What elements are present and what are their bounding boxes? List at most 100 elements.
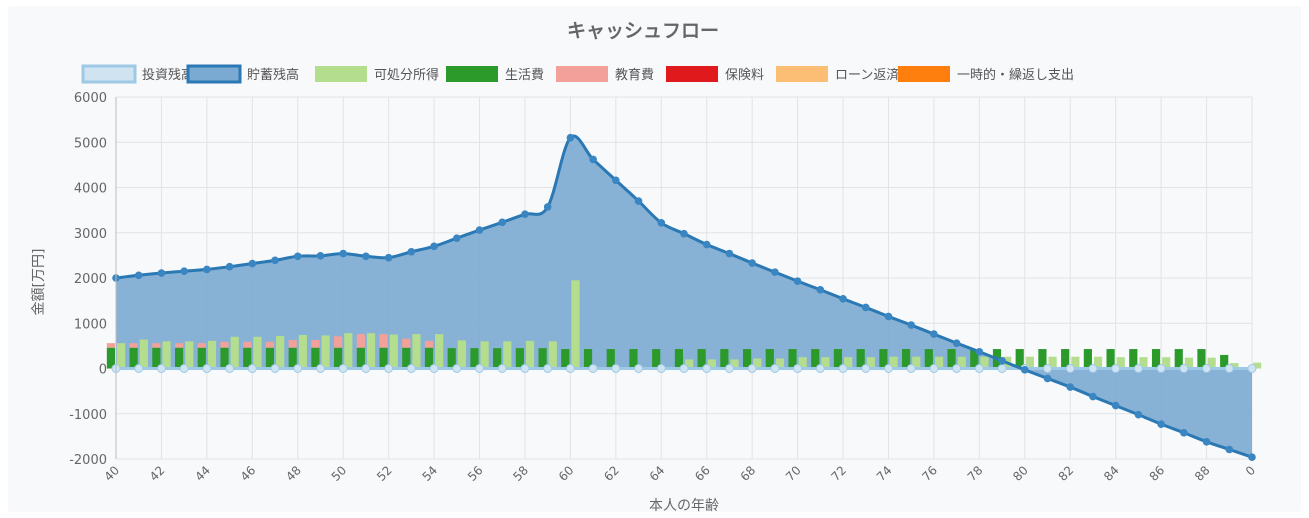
bar-income[interactable] [207, 340, 217, 369]
bar-expense[interactable] [379, 334, 388, 348]
bar-income[interactable] [321, 335, 330, 369]
investment-point[interactable] [293, 364, 303, 373]
bar-income[interactable] [503, 341, 512, 369]
bar-expense[interactable] [402, 347, 411, 369]
savings-point[interactable] [1111, 401, 1120, 410]
investment-point[interactable] [406, 364, 416, 373]
savings-point[interactable] [861, 303, 870, 312]
bar-income[interactable] [685, 359, 694, 369]
investment-point[interactable] [724, 364, 734, 373]
bar-expense[interactable] [947, 349, 956, 369]
bar-expense[interactable] [493, 348, 502, 369]
bar-expense[interactable] [220, 341, 229, 348]
bar-income[interactable] [730, 359, 739, 369]
investment-point[interactable] [611, 364, 621, 373]
bar-expense[interactable] [1061, 349, 1070, 369]
bar-expense[interactable] [447, 348, 456, 369]
bar-income[interactable] [1253, 362, 1262, 369]
investment-point[interactable] [338, 364, 348, 373]
savings-point[interactable] [157, 269, 166, 277]
bar-expense[interactable] [970, 349, 979, 369]
bar-expense[interactable] [742, 349, 752, 369]
investment-point[interactable] [929, 364, 939, 373]
bar-expense[interactable] [356, 334, 365, 348]
savings-point[interactable] [1202, 438, 1211, 446]
bar-expense[interactable] [1083, 349, 1092, 369]
bar-expense[interactable] [197, 347, 206, 369]
bar-income[interactable] [980, 356, 989, 369]
savings-point[interactable] [453, 234, 461, 242]
investment-point[interactable] [634, 364, 644, 373]
savings-point[interactable] [248, 259, 257, 268]
bar-expense[interactable] [424, 347, 434, 369]
savings-point[interactable] [225, 262, 234, 271]
savings-point[interactable] [316, 252, 325, 260]
bar-expense[interactable] [334, 336, 343, 348]
bar-expense[interactable] [288, 339, 297, 348]
bar-income[interactable] [1025, 356, 1034, 369]
savings-point[interactable] [657, 218, 666, 227]
bar-expense[interactable] [424, 340, 434, 348]
savings-point[interactable] [1021, 366, 1029, 374]
bar-income[interactable] [1184, 357, 1194, 369]
investment-point[interactable] [679, 364, 689, 373]
investment-point[interactable] [702, 364, 712, 373]
bar-expense[interactable] [311, 347, 320, 369]
savings-point[interactable] [1157, 420, 1165, 428]
bar-expense[interactable] [629, 349, 638, 369]
investment-point[interactable] [475, 364, 485, 373]
bar-expense[interactable] [129, 347, 138, 369]
bar-income[interactable] [253, 336, 262, 369]
savings-point[interactable] [1180, 428, 1188, 437]
bar-expense[interactable] [334, 347, 343, 369]
savings-point[interactable] [702, 240, 711, 249]
bar-income[interactable] [1093, 356, 1103, 369]
savings-point[interactable] [1066, 383, 1075, 391]
bar-expense[interactable] [674, 349, 683, 369]
bar-expense[interactable] [652, 349, 661, 369]
bar-expense[interactable] [1129, 349, 1138, 369]
bar-expense[interactable] [515, 348, 524, 369]
investment-point[interactable] [793, 364, 803, 373]
investment-point[interactable] [543, 364, 553, 373]
investment-point[interactable] [1224, 364, 1234, 373]
bar-income[interactable] [1162, 357, 1171, 369]
investment-point[interactable] [656, 364, 666, 373]
savings-point[interactable] [839, 295, 847, 303]
bar-income[interactable] [1207, 357, 1216, 369]
investment-point[interactable] [225, 364, 235, 373]
investment-point[interactable] [815, 364, 825, 373]
bar-income[interactable] [798, 357, 807, 369]
savings-point[interactable] [884, 312, 893, 321]
bar-expense[interactable] [311, 339, 320, 348]
investment-point[interactable] [247, 364, 257, 373]
bar-income[interactable] [366, 333, 376, 369]
savings-point[interactable] [816, 285, 825, 294]
savings-point[interactable] [975, 347, 984, 356]
bar-income[interactable] [298, 335, 307, 369]
bar-income[interactable] [1230, 363, 1239, 369]
legend-item[interactable]: 可処分所得 [315, 66, 439, 83]
bar-income[interactable] [230, 336, 239, 369]
legend-item[interactable]: 一時的・繰返し支出 [898, 66, 1074, 83]
savings-point[interactable] [203, 265, 211, 274]
bar-expense[interactable] [1106, 349, 1115, 369]
savings-point[interactable] [543, 203, 552, 211]
investment-point[interactable] [429, 364, 439, 373]
savings-point[interactable] [725, 249, 734, 258]
bar-income[interactable] [1116, 357, 1125, 369]
bar-income[interactable] [866, 357, 875, 369]
investment-point[interactable] [520, 364, 530, 373]
investment-point[interactable] [906, 364, 916, 373]
bar-income[interactable] [889, 356, 898, 369]
bar-expense[interactable] [720, 349, 729, 369]
bar-expense[interactable] [106, 347, 115, 369]
investment-point[interactable] [1043, 364, 1053, 373]
bar-expense[interactable] [356, 347, 365, 369]
savings-point[interactable] [1134, 410, 1143, 419]
bar-expense[interactable] [197, 343, 206, 348]
investment-point[interactable] [1065, 364, 1075, 373]
bar-expense[interactable] [220, 347, 229, 369]
investment-point[interactable] [497, 364, 507, 373]
investment-point[interactable] [270, 364, 280, 373]
